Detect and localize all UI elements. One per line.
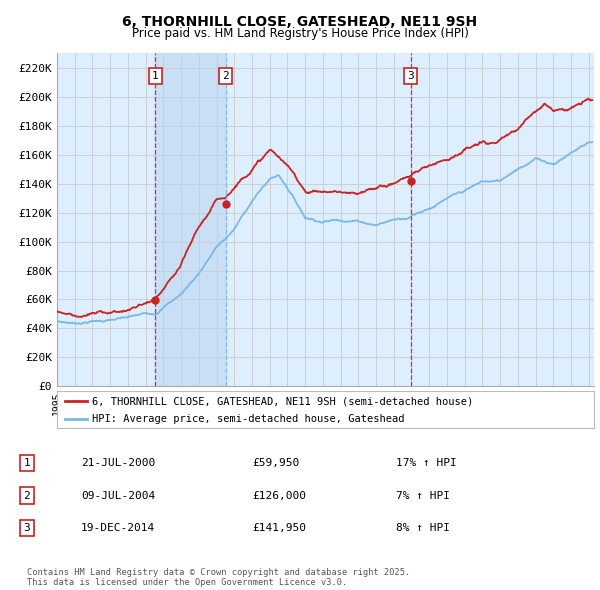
Text: 1: 1: [152, 71, 159, 81]
Text: 6, THORNHILL CLOSE, GATESHEAD, NE11 9SH (semi-detached house): 6, THORNHILL CLOSE, GATESHEAD, NE11 9SH …: [92, 396, 473, 407]
Text: 7% ↑ HPI: 7% ↑ HPI: [396, 491, 450, 500]
Text: 8% ↑ HPI: 8% ↑ HPI: [396, 523, 450, 533]
Text: 17% ↑ HPI: 17% ↑ HPI: [396, 458, 457, 468]
Text: £59,950: £59,950: [252, 458, 299, 468]
Text: 2: 2: [223, 71, 229, 81]
Bar: [155, 53, 226, 386]
Text: 2: 2: [23, 491, 31, 500]
Text: 21-JUL-2000: 21-JUL-2000: [81, 458, 155, 468]
Text: 3: 3: [23, 523, 31, 533]
Text: 1: 1: [23, 458, 31, 468]
Text: 19-DEC-2014: 19-DEC-2014: [81, 523, 155, 533]
Text: Contains HM Land Registry data © Crown copyright and database right 2025.
This d: Contains HM Land Registry data © Crown c…: [27, 568, 410, 587]
Text: Price paid vs. HM Land Registry's House Price Index (HPI): Price paid vs. HM Land Registry's House …: [131, 27, 469, 40]
Text: £126,000: £126,000: [252, 491, 306, 500]
Text: 6, THORNHILL CLOSE, GATESHEAD, NE11 9SH: 6, THORNHILL CLOSE, GATESHEAD, NE11 9SH: [122, 15, 478, 29]
Text: 3: 3: [407, 71, 414, 81]
Text: 09-JUL-2004: 09-JUL-2004: [81, 491, 155, 500]
Text: HPI: Average price, semi-detached house, Gateshead: HPI: Average price, semi-detached house,…: [92, 414, 404, 424]
Text: £141,950: £141,950: [252, 523, 306, 533]
